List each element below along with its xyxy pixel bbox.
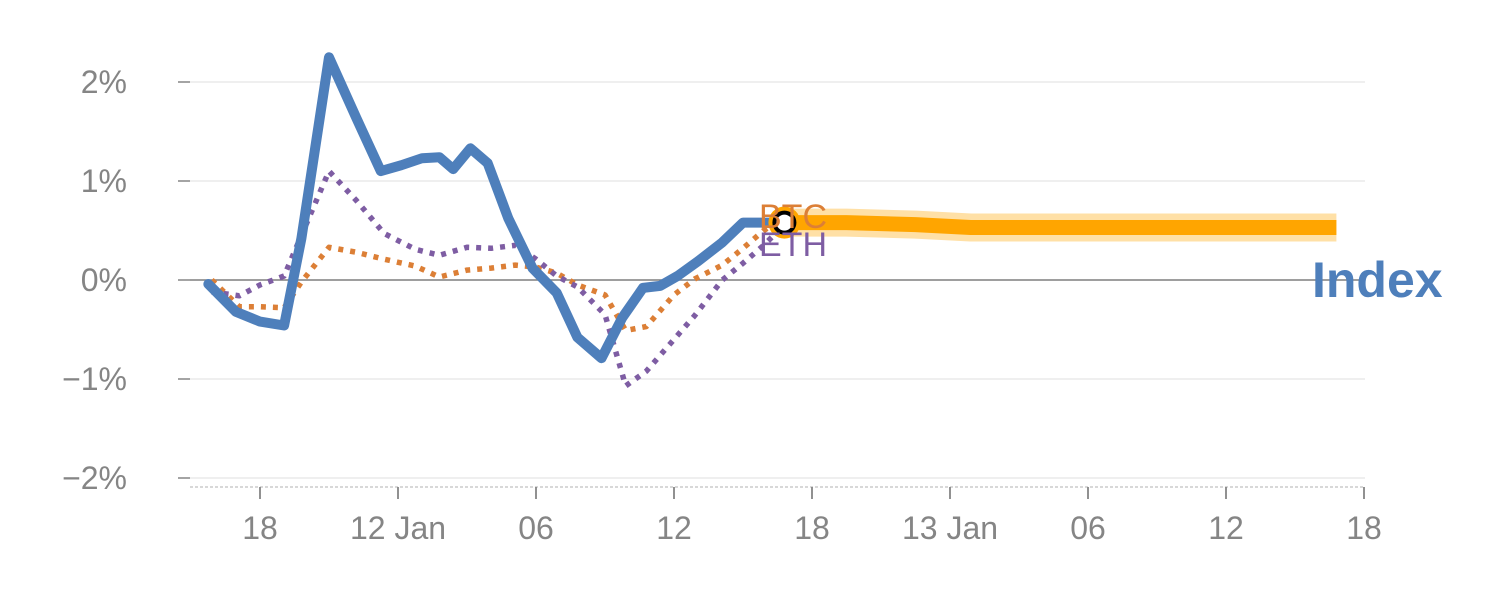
y-tick-label: −2% xyxy=(62,460,127,496)
series-label-eth: ETH xyxy=(759,226,827,264)
x-tick-label: 12 xyxy=(656,510,692,546)
series-line-btc xyxy=(209,215,786,334)
x-tick-label: 18 xyxy=(794,510,830,546)
series-layer xyxy=(203,52,1337,389)
x-tick-label: 06 xyxy=(518,510,554,546)
y-tick-label: −1% xyxy=(62,361,127,397)
grid-layer xyxy=(190,81,1365,479)
y-tick-label: 0% xyxy=(81,262,127,298)
series-label-index: Index xyxy=(1312,252,1443,308)
x-tick-label: 12 xyxy=(1208,510,1244,546)
y-tick-label: 2% xyxy=(81,64,127,100)
current-marker xyxy=(772,210,797,235)
x-tick-label: 13 Jan xyxy=(902,510,998,546)
x-tick-label: 12 Jan xyxy=(350,510,446,546)
x-tick-label: 18 xyxy=(242,510,278,546)
series-line-index xyxy=(203,52,790,364)
series-label-btc: BTC xyxy=(759,198,827,236)
forecast-band xyxy=(784,215,1337,235)
x-tick-label: 18 xyxy=(1346,510,1382,546)
axis-layer: 2% 1% 0% −1% −2% 18 12 Jan 06 12 18 13 Jan 06 12 18 xyxy=(62,64,1382,546)
x-tick-label: 06 xyxy=(1070,510,1106,546)
y-tick-label: 1% xyxy=(81,163,127,199)
